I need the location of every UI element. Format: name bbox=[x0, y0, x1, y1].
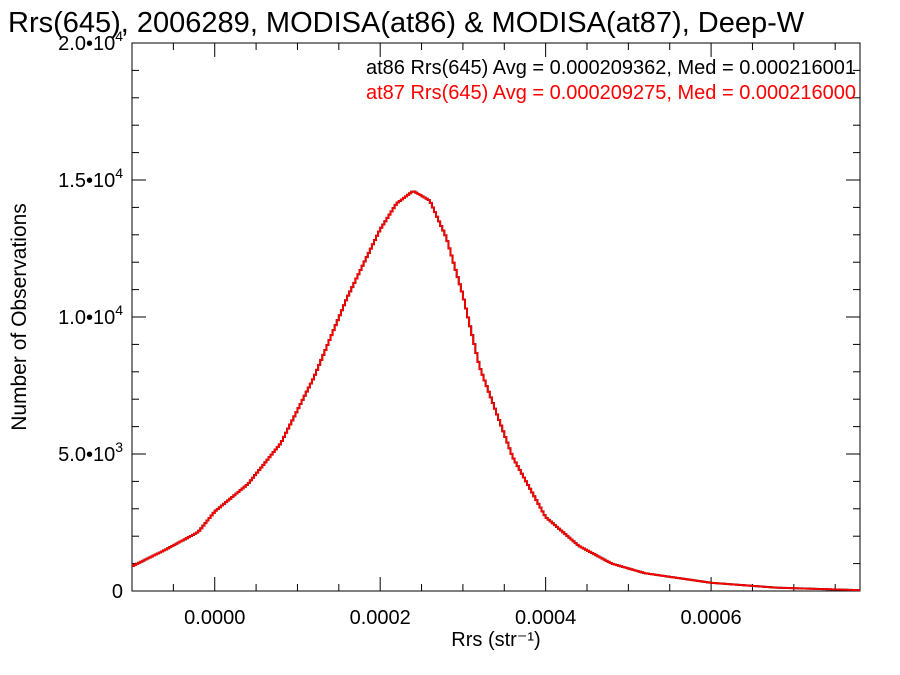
y-axis-label: Number of Observations bbox=[8, 203, 31, 431]
axis-ticks bbox=[131, 42, 860, 592]
plot-frame bbox=[131, 42, 861, 592]
y-tick-label: 2.0•104 bbox=[58, 28, 123, 55]
x-axis-label: Rrs (str⁻¹) bbox=[451, 629, 540, 651]
x-tick-label: 0.0006 bbox=[681, 607, 742, 629]
y-tick-label: 1.5•104 bbox=[58, 165, 123, 192]
y-tick-label: 1.0•104 bbox=[58, 302, 123, 329]
y-tick-label: 5.0•103 bbox=[58, 439, 123, 466]
series-layer bbox=[132, 190, 860, 592]
x-tick-labels: 0.0000 0.0002 0.0004 0.0006 bbox=[184, 607, 742, 629]
legend-annotation-at86: at86 Rrs(645) Avg = 0.000209362, Med = 0… bbox=[366, 57, 856, 79]
y-tick-label: 0 bbox=[112, 581, 123, 603]
series-at87-line bbox=[132, 190, 860, 592]
chart-title: Rrs(645), 2006289, MODISA(at86) & MODISA… bbox=[8, 7, 805, 39]
x-tick-label: 0.0004 bbox=[515, 607, 576, 629]
x-tick-label: 0.0002 bbox=[350, 607, 411, 629]
y-tick-labels: 0 5.0•103 1.0•104 1.5•104 2.0•104 bbox=[58, 28, 123, 603]
x-tick-label: 0.0000 bbox=[184, 607, 245, 629]
legend-annotation-at87: at87 Rrs(645) Avg = 0.000209275, Med = 0… bbox=[366, 82, 856, 104]
series-at86-line bbox=[132, 190, 860, 592]
